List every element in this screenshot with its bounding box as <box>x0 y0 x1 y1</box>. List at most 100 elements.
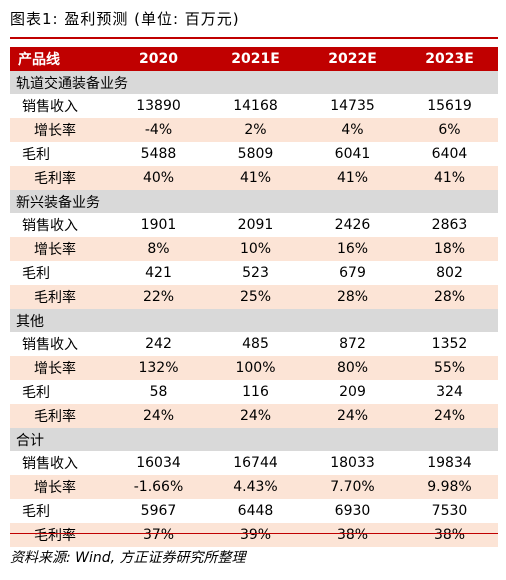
value-cell: 6041 <box>304 142 401 166</box>
row-label: 毛利 <box>10 380 110 404</box>
table-row: 增长率 -1.66% 4.43% 7.70% 9.98% <box>10 475 498 499</box>
value-cell: 38% <box>401 523 498 547</box>
value-cell: 80% <box>304 356 401 380</box>
bottom-rule <box>10 533 498 534</box>
source-note: 资料来源: Wind, 方正证券研究所整理 <box>10 550 246 566</box>
row-label: 毛利率 <box>10 285 110 309</box>
value-cell: 6404 <box>401 142 498 166</box>
value-cell: 421 <box>110 261 207 285</box>
value-cell: 28% <box>304 285 401 309</box>
value-cell: 10% <box>207 237 304 261</box>
table-row: 增长率 -4% 2% 4% 6% <box>10 118 498 142</box>
value-cell: 19834 <box>401 451 498 475</box>
value-cell: 5488 <box>110 142 207 166</box>
row-label: 销售收入 <box>10 451 110 475</box>
value-cell: 8% <box>110 237 207 261</box>
table-row: 毛利率 22% 25% 28% 28% <box>10 285 498 309</box>
table-row: 毛利 58 116 209 324 <box>10 380 498 404</box>
row-label: 毛利率 <box>10 404 110 428</box>
table-row: 销售收入 16034 16744 18033 19834 <box>10 451 498 475</box>
value-cell: 16% <box>304 237 401 261</box>
value-cell: 24% <box>110 404 207 428</box>
table-row: 销售收入 13890 14168 14735 15619 <box>10 94 498 118</box>
table-row: 销售收入 242 485 872 1352 <box>10 332 498 356</box>
value-cell: 58 <box>110 380 207 404</box>
value-cell: 16744 <box>207 451 304 475</box>
value-cell: 2% <box>207 118 304 142</box>
value-cell: 6% <box>401 118 498 142</box>
value-cell: 25% <box>207 285 304 309</box>
value-cell: 324 <box>401 380 498 404</box>
title-rule <box>10 37 498 39</box>
value-cell: 55% <box>401 356 498 380</box>
header-year: 2023E <box>401 47 498 71</box>
value-cell: 16034 <box>110 451 207 475</box>
value-cell: 1901 <box>110 213 207 237</box>
value-cell: 2426 <box>304 213 401 237</box>
value-cell: 2863 <box>401 213 498 237</box>
section-row: 新兴装备业务 <box>10 190 498 213</box>
row-label: 毛利 <box>10 142 110 166</box>
value-cell: 14735 <box>304 94 401 118</box>
row-label: 毛利 <box>10 499 110 523</box>
value-cell: 15619 <box>401 94 498 118</box>
value-cell: 18033 <box>304 451 401 475</box>
value-cell: 132% <box>110 356 207 380</box>
value-cell: 5967 <box>110 499 207 523</box>
table-row: 毛利率 40% 41% 41% 41% <box>10 166 498 190</box>
value-cell: 41% <box>401 166 498 190</box>
section-row: 合计 <box>10 428 498 451</box>
value-cell: 39% <box>207 523 304 547</box>
value-cell: 5809 <box>207 142 304 166</box>
value-cell: 18% <box>401 237 498 261</box>
value-cell: 2091 <box>207 213 304 237</box>
value-cell: 28% <box>401 285 498 309</box>
table-row: 毛利率 37% 39% 38% 38% <box>10 523 498 547</box>
value-cell: 41% <box>207 166 304 190</box>
row-label: 毛利 <box>10 261 110 285</box>
value-cell: 40% <box>110 166 207 190</box>
section-title: 其他 <box>10 309 498 332</box>
value-cell: 41% <box>304 166 401 190</box>
row-label: 毛利率 <box>10 523 110 547</box>
header-year: 2020 <box>110 47 207 71</box>
section-row: 其他 <box>10 309 498 332</box>
value-cell: 7.70% <box>304 475 401 499</box>
row-label: 销售收入 <box>10 332 110 356</box>
value-cell: 24% <box>304 404 401 428</box>
table-row: 销售收入 1901 2091 2426 2863 <box>10 213 498 237</box>
value-cell: 4.43% <box>207 475 304 499</box>
table-row: 毛利 5967 6448 6930 7530 <box>10 499 498 523</box>
value-cell: 1352 <box>401 332 498 356</box>
section-title: 合计 <box>10 428 498 451</box>
table-row: 增长率 8% 10% 16% 18% <box>10 237 498 261</box>
section-title: 新兴装备业务 <box>10 190 498 213</box>
value-cell: 14168 <box>207 94 304 118</box>
section-row: 轨道交通装备业务 <box>10 71 498 94</box>
table-row: 毛利 421 523 679 802 <box>10 261 498 285</box>
row-label: 毛利率 <box>10 166 110 190</box>
table-title: 图表1: 盈利预测 (单位: 百万元) <box>10 10 240 28</box>
header-year: 2021E <box>207 47 304 71</box>
table-body: 轨道交通装备业务 销售收入 13890 14168 14735 15619 增长率 -4% 2%… <box>10 71 498 547</box>
header-year: 2022E <box>304 47 401 71</box>
value-cell: 523 <box>207 261 304 285</box>
header-row: 产品线 2020 2021E 2022E 2023E <box>10 47 498 71</box>
forecast-table: 产品线 2020 2021E 2022E 2023E 轨道交通装备业务 销售收入 1… <box>10 47 498 547</box>
value-cell: 872 <box>304 332 401 356</box>
value-cell: 24% <box>401 404 498 428</box>
value-cell: 13890 <box>110 94 207 118</box>
table-row: 毛利 5488 5809 6041 6404 <box>10 142 498 166</box>
value-cell: 6930 <box>304 499 401 523</box>
value-cell: 24% <box>207 404 304 428</box>
value-cell: 9.98% <box>401 475 498 499</box>
table-row: 增长率 132% 100% 80% 55% <box>10 356 498 380</box>
row-label: 增长率 <box>10 475 110 499</box>
row-label: 增长率 <box>10 118 110 142</box>
value-cell: 7530 <box>401 499 498 523</box>
table-row: 毛利率 24% 24% 24% 24% <box>10 404 498 428</box>
value-cell: 6448 <box>207 499 304 523</box>
row-label: 销售收入 <box>10 213 110 237</box>
row-label: 增长率 <box>10 356 110 380</box>
value-cell: 485 <box>207 332 304 356</box>
